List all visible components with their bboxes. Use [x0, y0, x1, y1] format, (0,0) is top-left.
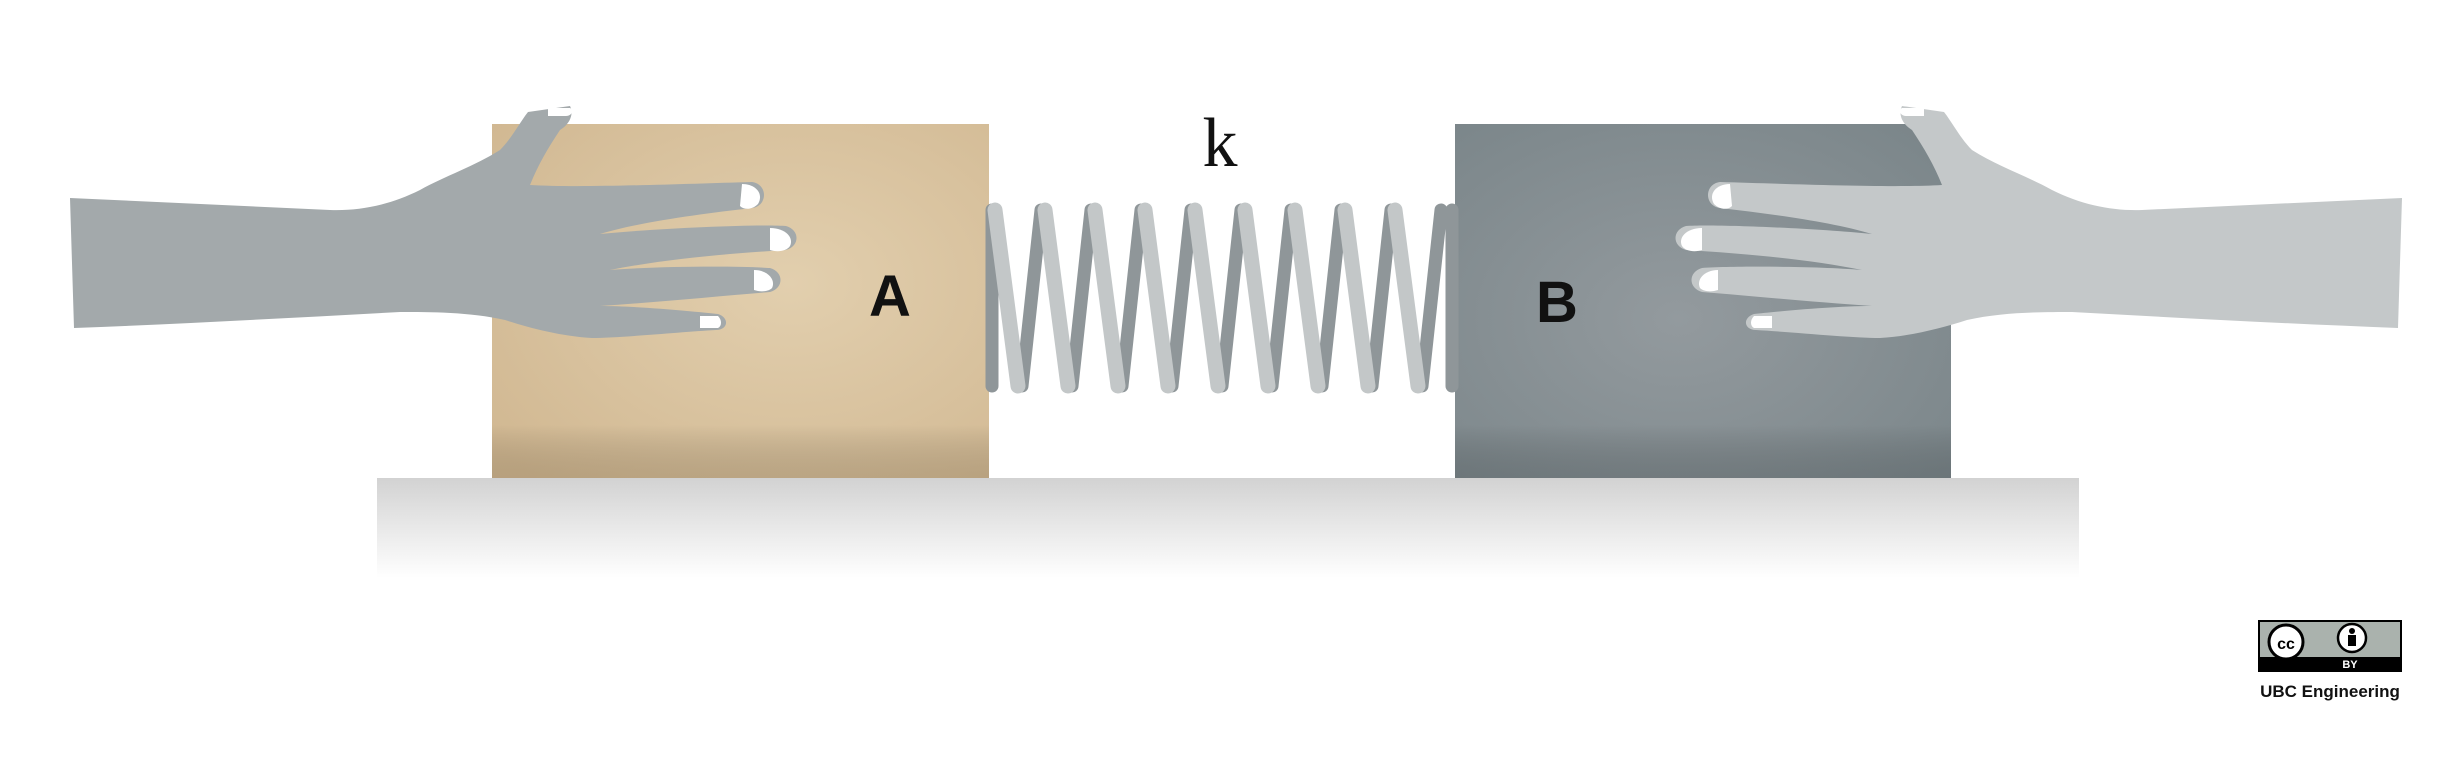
- spring-back-coil: [1065, 203, 1098, 393]
- spring: [985, 202, 1459, 394]
- right-hand-icon: [1675, 106, 2402, 338]
- spring-front-coil: [1187, 202, 1226, 394]
- license-by-label: BY: [2342, 659, 2358, 671]
- spring-back-coils: [985, 203, 1459, 393]
- spring-front-coil: [1037, 202, 1076, 394]
- person-icon: [2336, 622, 2368, 654]
- spring-front-coils: [987, 202, 1426, 394]
- spring-front-coil: [1087, 202, 1126, 394]
- cc-by-license-badge: cc BY: [2258, 620, 2402, 672]
- block-b-label: B: [1536, 270, 1578, 335]
- spring-back-coil: [1415, 203, 1448, 393]
- spring-front-coil: [1137, 202, 1176, 394]
- floor: [377, 478, 2079, 578]
- spring-back-coil: [1015, 203, 1048, 393]
- spring-constant-label: k: [1203, 105, 1238, 182]
- spring-front-coil: [987, 202, 1026, 394]
- left-hand-icon: [70, 106, 797, 338]
- spring-front-coil: [1237, 202, 1276, 394]
- spring-back-coil: [1265, 203, 1298, 393]
- credit-label: UBC Engineering: [2260, 682, 2400, 701]
- svg-text:cc: cc: [2277, 636, 2295, 653]
- spring-back-coil: [1165, 203, 1198, 393]
- cc-icon: cc: [2267, 623, 2305, 661]
- spring-back-coil: [1215, 203, 1248, 393]
- block-a-label: A: [869, 264, 911, 329]
- spring-front-coil: [1387, 202, 1426, 394]
- spring-back-coil: [1115, 203, 1148, 393]
- spring-back-coil: [1315, 203, 1348, 393]
- spring-front-coil: [1337, 202, 1376, 394]
- spring-back-coil: [1365, 203, 1398, 393]
- spring-front-coil: [1287, 202, 1326, 394]
